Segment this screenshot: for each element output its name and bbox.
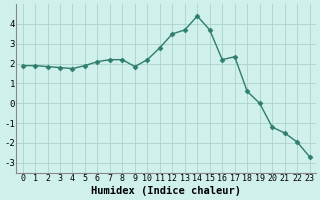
X-axis label: Humidex (Indice chaleur): Humidex (Indice chaleur): [91, 186, 241, 196]
